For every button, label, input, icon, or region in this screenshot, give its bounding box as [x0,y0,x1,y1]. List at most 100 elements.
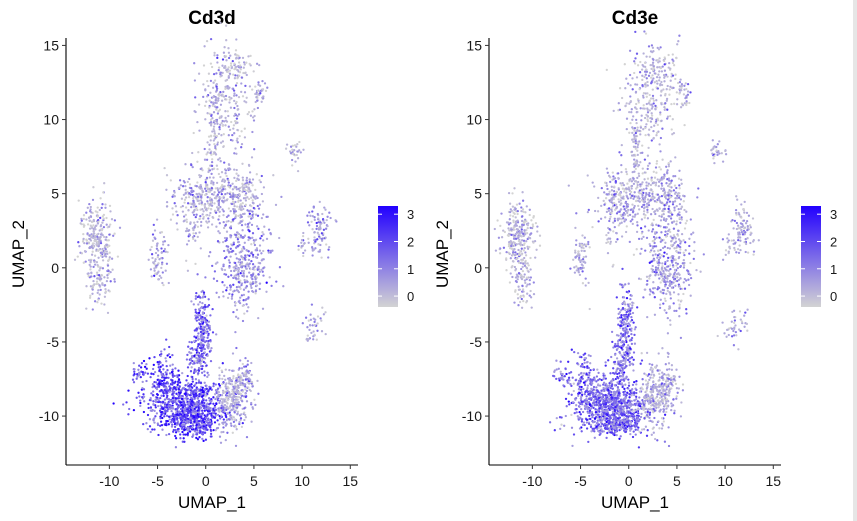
data-point [203,421,206,424]
data-point [312,335,315,338]
data-point [147,258,150,261]
data-point [225,59,228,62]
data-point [208,176,212,179]
data-point [251,193,254,196]
data-point [241,249,244,253]
x-tick-label: 0 [202,473,210,489]
data-point [636,146,639,149]
data-point [153,263,156,266]
data-point [648,191,651,195]
data-point [200,341,203,344]
data-point [207,72,211,75]
data-point [663,57,667,61]
data-point [225,215,229,219]
data-point [224,110,227,113]
data-point [233,387,236,390]
y-tick-label: 15 [43,37,59,53]
data-point [99,275,102,279]
data-point [209,402,212,405]
data-point [639,227,643,230]
data-point [192,237,195,241]
data-point [210,114,213,118]
data-point [300,241,303,244]
data-point [724,149,727,153]
data-point [235,117,239,120]
data-point [98,236,101,239]
data-point [670,128,673,131]
data-point [196,225,200,228]
data-point [196,195,200,198]
data-point [648,55,651,58]
data-point [152,418,155,421]
data-point [232,193,235,196]
data-point [237,95,241,99]
data-point [198,217,202,220]
data-point [591,181,594,184]
data-point [667,196,671,199]
data-point [697,187,700,190]
data-point [634,147,637,150]
data-point [303,241,306,245]
data-point [164,401,167,405]
data-point [131,378,135,381]
data-point [155,396,159,399]
data-point [713,154,716,158]
data-point [255,284,259,287]
data-point [98,248,101,251]
data-point [658,207,661,210]
data-point [247,250,250,253]
data-point [644,249,647,252]
data-point [249,114,253,117]
data-point [258,179,261,182]
data-point [607,207,611,210]
data-point [224,172,227,175]
data-point [107,269,110,273]
data-point [165,433,168,437]
data-point [688,244,691,248]
data-point [174,446,178,449]
data-point [241,304,244,308]
data-point [232,124,236,127]
data-point [678,169,681,172]
data-point [319,317,322,320]
data-point [171,412,175,415]
data-point [191,404,194,407]
data-point [685,87,688,91]
data-point [222,418,225,421]
data-point [239,296,242,299]
data-point [219,71,223,74]
data-point [246,196,249,199]
data-point [618,222,622,225]
data-point [212,139,215,142]
data-point [218,210,221,213]
data-point [207,207,210,210]
data-point [234,122,238,125]
data-point [251,178,255,181]
data-point [204,305,207,309]
data-point [217,191,221,194]
data-point [608,227,611,231]
data-point [211,86,215,89]
data-point [203,351,206,354]
data-point [208,99,211,102]
data-point [227,275,230,278]
data-point [257,207,261,210]
data-point [242,207,245,211]
data-point [216,122,219,125]
data-point [222,90,225,94]
data-point [213,196,217,200]
data-point [666,198,670,201]
data-point [674,156,677,159]
data-point [230,66,233,70]
data-point [206,330,209,333]
data-point [233,269,236,273]
data-point [233,67,236,71]
data-point [255,173,258,176]
data-point [217,218,220,221]
data-point [170,409,173,413]
data-point [653,196,656,199]
data-point [645,187,648,190]
data-point [182,419,185,423]
data-point [178,179,182,182]
data-point [203,401,206,405]
